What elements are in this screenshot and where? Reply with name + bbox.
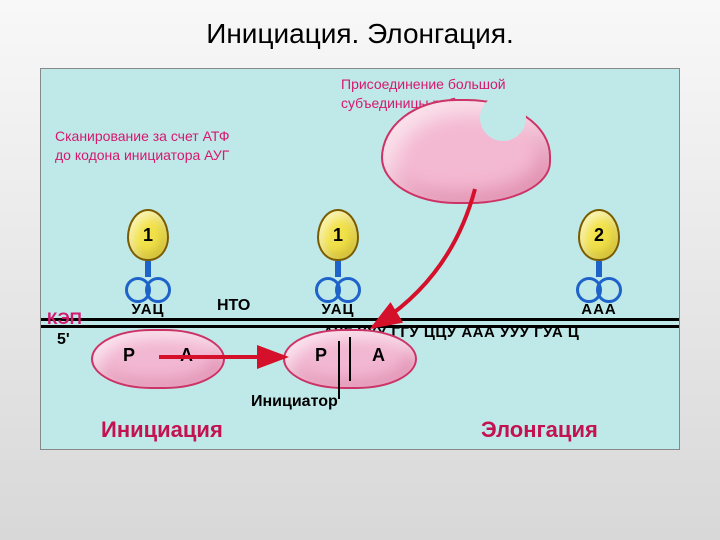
trna-stem-icon xyxy=(335,261,341,277)
p-site-label: P xyxy=(315,345,327,366)
initiator-label: Инициатор xyxy=(251,393,338,411)
diagram-panel: Сканирование за счет АТФдо кодона инициа… xyxy=(40,68,680,450)
p-site-label: P xyxy=(123,345,135,366)
trna-2: 1 УАЦ xyxy=(303,209,373,318)
amino-acid-icon: 1 xyxy=(317,209,359,261)
pa-divider xyxy=(349,337,351,381)
amino-acid-icon: 1 xyxy=(127,209,169,261)
trna-loops-icon xyxy=(315,277,361,299)
five-prime-label: 5' xyxy=(57,331,70,349)
trna-stem-icon xyxy=(145,261,151,277)
a-site-label: A xyxy=(372,345,385,366)
anticodon-label: УАЦ xyxy=(113,301,183,318)
phase-initiation-label: Инициация xyxy=(101,417,223,443)
trna-stem-icon xyxy=(596,261,602,277)
trna-loops-icon xyxy=(125,277,171,299)
trna-1: 1 УАЦ xyxy=(113,209,183,318)
ribosome-large-subunit xyxy=(381,99,551,204)
ribosome-small-subunit-2: P A xyxy=(283,329,417,389)
trna-loops-icon xyxy=(576,277,622,299)
amino-acid-icon: 2 xyxy=(578,209,620,261)
anticodon-label: УАЦ xyxy=(303,301,373,318)
mrna-strand-top xyxy=(41,318,679,321)
anticodon-label: ААА xyxy=(564,301,634,318)
nto-label: НТО xyxy=(217,297,250,315)
trna-3: 2 ААА xyxy=(564,209,634,318)
scan-note: Сканирование за счет АТФдо кодона инициа… xyxy=(55,127,230,165)
phase-elongation-label: Элонгация xyxy=(481,417,598,443)
a-site-label: A xyxy=(180,345,193,366)
ribosome-small-subunit-1: P A xyxy=(91,329,225,389)
page-title: Инициация. Элонгация. xyxy=(0,0,720,58)
cap-label: КЭП xyxy=(47,309,82,329)
